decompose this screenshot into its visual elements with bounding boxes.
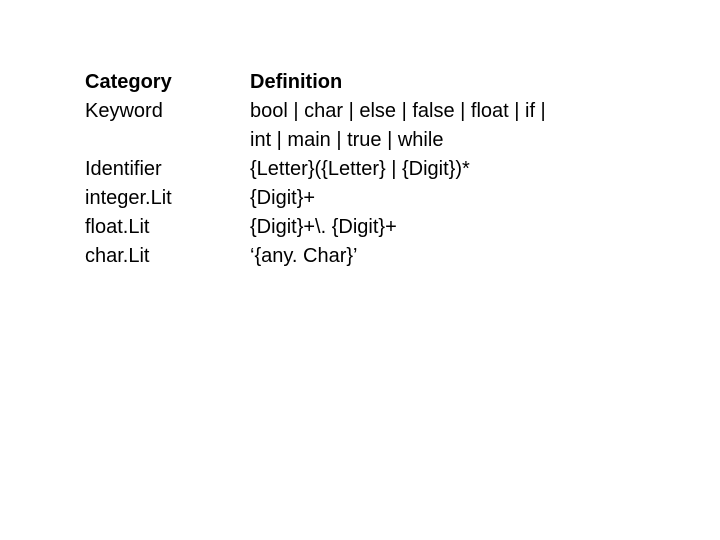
table-row: integer.Lit {Digit}+ — [85, 184, 565, 213]
header-definition: Definition — [250, 68, 565, 97]
table-row: Keyword bool | char | else | false | flo… — [85, 97, 565, 155]
cell-definition: {Letter}({Letter} | {Digit})* — [250, 155, 565, 184]
cell-definition: {Digit}+\. {Digit}+ — [250, 213, 565, 242]
lexical-categories-table: Category Definition Keyword bool | char … — [85, 68, 565, 271]
cell-category: Identifier — [85, 155, 250, 184]
table-header-row: Category Definition — [85, 68, 565, 97]
cell-definition: bool | char | else | false | float | if … — [250, 97, 565, 155]
page: Category Definition Keyword bool | char … — [0, 0, 720, 540]
cell-category: char.Lit — [85, 242, 250, 271]
cell-category: float.Lit — [85, 213, 250, 242]
cell-definition: ‘{any. Char}’ — [250, 242, 565, 271]
table-row: float.Lit {Digit}+\. {Digit}+ — [85, 213, 565, 242]
cell-category: integer.Lit — [85, 184, 250, 213]
header-category: Category — [85, 68, 250, 97]
table-row: char.Lit ‘{any. Char}’ — [85, 242, 565, 271]
table-row: Identifier {Letter}({Letter} | {Digit})* — [85, 155, 565, 184]
cell-category: Keyword — [85, 97, 250, 155]
cell-definition: {Digit}+ — [250, 184, 565, 213]
